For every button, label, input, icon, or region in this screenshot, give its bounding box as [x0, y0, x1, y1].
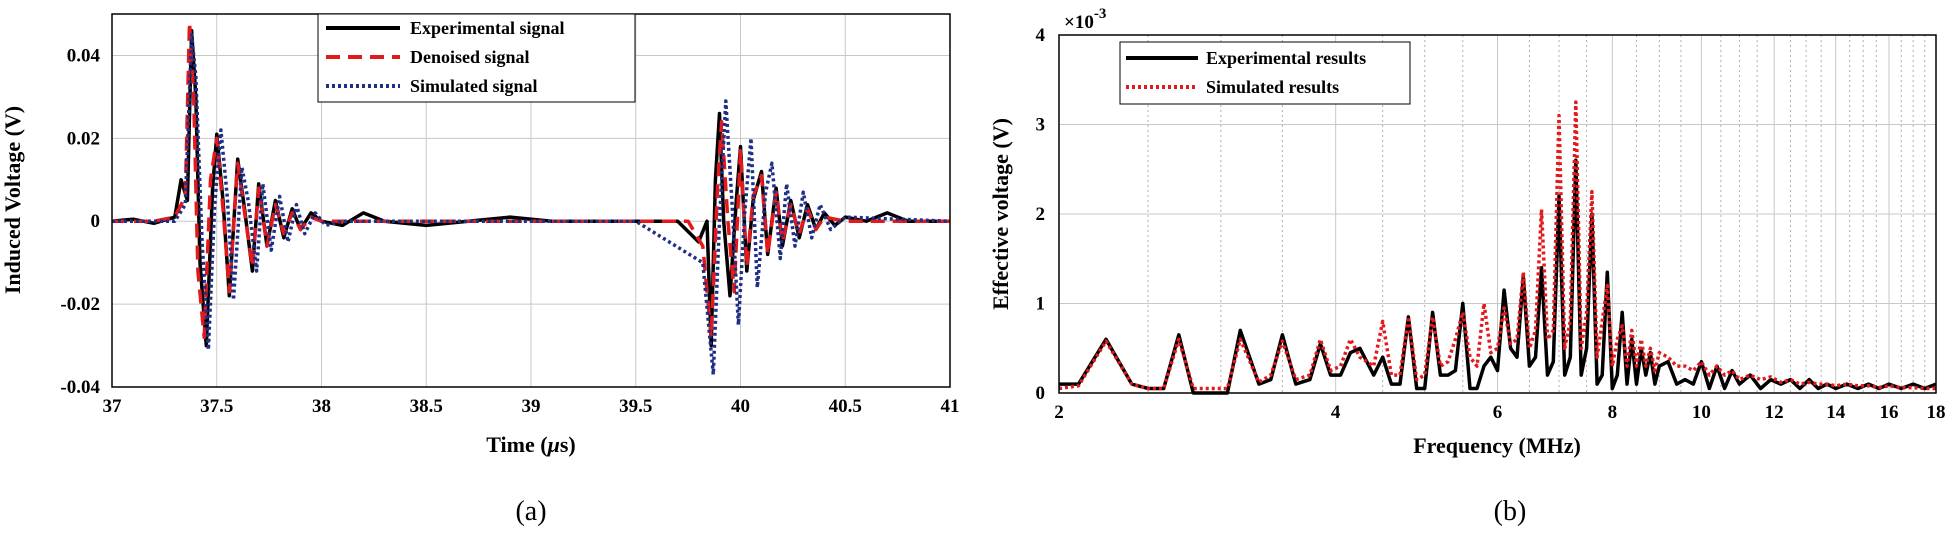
chart-a-ylabel: Induced Voltage (V) [0, 106, 25, 294]
chart-a-xtick-label: 38 [312, 396, 331, 417]
chart-b-ytick-label: 4 [1036, 25, 1046, 46]
chart-a-ytick-label: -0.02 [60, 294, 100, 315]
chart-a-xtick-label: 38.5 [410, 396, 443, 417]
chart-a: 37 37.5 38 38.5 39 39.5 40 40.5 41 -0.04 -0.02 0 0.0… [0, 13, 960, 527]
chart-b-xtick-label: 4 [1331, 402, 1341, 423]
legend-b-label-simulated: Simulated results [1206, 77, 1339, 97]
chart-a-caption: (a) [515, 496, 546, 527]
chart-b-xtick-label: 16 [1879, 402, 1898, 423]
chart-a-ytick-label: 0.02 [67, 128, 100, 149]
chart-b-legend: Experimental results Simulated results [1119, 41, 1411, 105]
chart-b-ylabel: Effective voltage (V) [988, 118, 1013, 310]
chart-b-xtick-label: 14 [1826, 402, 1846, 423]
chart-a-xlabel: Time (μs) [486, 432, 575, 457]
chart-b-xtick-label: 8 [1608, 402, 1618, 423]
chart-b-ytick-label: 2 [1036, 204, 1046, 225]
chart-a-ytick-label: 0.04 [67, 45, 101, 66]
chart-b-y-multiplier-base: ×10 [1064, 12, 1094, 33]
chart-b-ytick-label: 1 [1036, 294, 1046, 315]
chart-b-ytick-label: 0 [1036, 383, 1046, 404]
chart-a-ytick-label: 0 [91, 211, 101, 232]
chart-b-xlabel: Frequency (MHz) [1413, 433, 1581, 458]
chart-b-series-line-1 [1058, 100, 1936, 391]
chart-b-series [1058, 100, 1937, 395]
chart-b-xtick-label: 6 [1493, 402, 1503, 423]
chart-a-xtick-label: 39 [522, 396, 541, 417]
chart-a-series-line-0 [111, 28, 950, 348]
chart-a-xtick-label: 40.5 [829, 396, 862, 417]
chart-a-series-line-2 [112, 32, 951, 377]
legend-a-label-simulated: Simulated signal [410, 76, 538, 96]
legend-b-label-experimental: Experimental results [1206, 48, 1366, 68]
chart-b-frame [1058, 34, 1937, 394]
chart-b-y-multiplier-exp: -3 [1094, 6, 1107, 22]
chart-a-ticks: 37 37.5 38 38.5 39 39.5 40 40.5 41 -0.04 -0.02 0 0.0… [60, 45, 959, 417]
chart-b-xtick-label: 18 [1927, 402, 1946, 423]
chart-b-xtick-label: 2 [1054, 402, 1064, 423]
chart-a-xtick-label: 37 [103, 396, 123, 417]
chart-a-xtick-label: 37.5 [200, 396, 233, 417]
chart-a-legend: Experimental signal Denoised signal Simu… [317, 13, 636, 103]
chart-a-ytick-label: -0.04 [60, 377, 100, 398]
chart-b-ytick-label: 3 [1036, 115, 1046, 136]
chart-a-xlabel-unit: s) [560, 432, 576, 457]
chart-b-xtick-label: 12 [1765, 402, 1784, 423]
chart-a-xtick-label: 39.5 [619, 396, 652, 417]
chart-b-xtick-label: 10 [1692, 402, 1711, 423]
chart-a-xtick-label: 41 [941, 396, 960, 417]
chart-b-caption: (b) [1494, 496, 1527, 527]
chart-a-xtick-label: 40 [731, 396, 750, 417]
chart-a-series [111, 20, 951, 377]
legend-a-label-denoised: Denoised signal [410, 47, 530, 67]
chart-a-series-line-1 [112, 20, 950, 340]
chart-a-xlabel-mu: μ [547, 432, 560, 457]
legend-a-label-experimental: Experimental signal [410, 18, 565, 38]
chart-b-legend-box [1119, 41, 1411, 105]
chart-a-xlabel-text: Time ( [486, 432, 547, 457]
chart-b-y-multiplier: ×10-3 [1064, 6, 1106, 33]
